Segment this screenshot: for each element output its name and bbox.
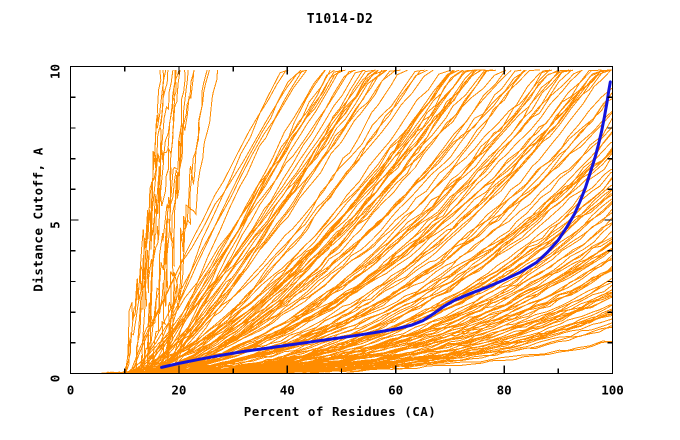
- y-axis-label: Distance Cutoff, A: [30, 147, 46, 292]
- y-tick-label: 5: [48, 221, 63, 229]
- x-tick-label: 40: [280, 383, 295, 398]
- x-tick-label: 20: [171, 383, 186, 398]
- chart-title: T1014-D2: [306, 12, 374, 27]
- x-tick-label: 100: [601, 383, 624, 398]
- highlight-series: [160, 80, 612, 369]
- y-tick-label: 0: [48, 375, 63, 383]
- x-axis-label: Percent of Residues (CA): [243, 404, 437, 419]
- x-tick-label: 0: [67, 383, 75, 398]
- axes-frame: [69, 65, 614, 375]
- x-tick-label: 60: [388, 383, 403, 398]
- reference-ensemble-series: [99, 69, 613, 375]
- axis-tick-labels: 0 20 40 60 80 100 0 5 10: [48, 64, 624, 398]
- x-tick-label: 80: [497, 383, 512, 398]
- y-tick-label: 10: [48, 64, 63, 79]
